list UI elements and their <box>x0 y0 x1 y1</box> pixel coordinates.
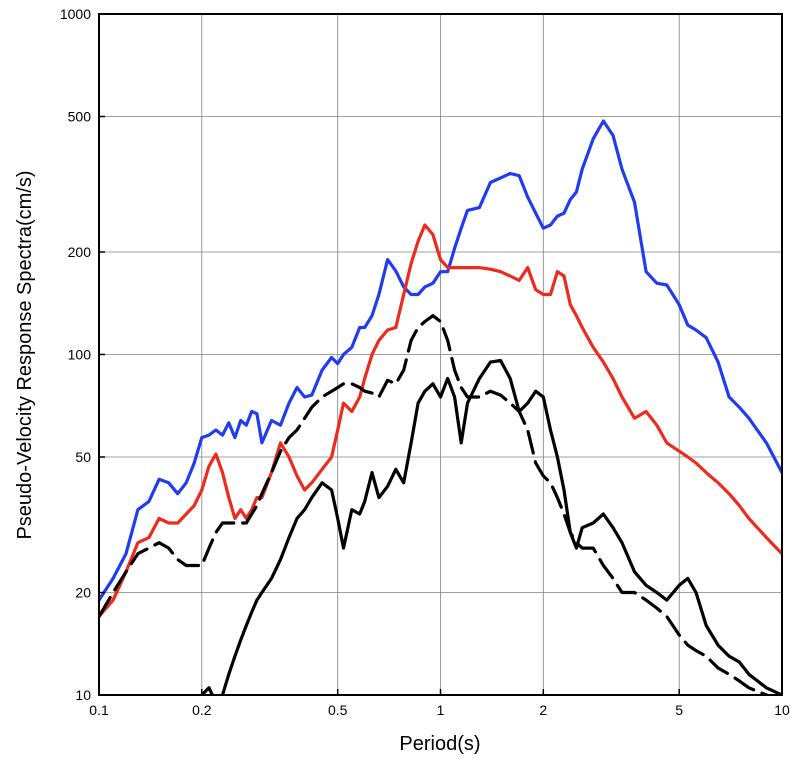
series-line-1 <box>99 119 782 602</box>
y-tick-label: 1000 <box>60 6 91 22</box>
x-axis-label: Period(s) <box>399 733 480 755</box>
y-tick-label: 500 <box>68 109 92 125</box>
y-tick-label: 20 <box>75 584 91 600</box>
x-tick-label: 10 <box>774 702 790 718</box>
y-tick-label: 50 <box>75 449 91 465</box>
y-tick-label: 10 <box>75 687 91 703</box>
series-lines <box>99 119 782 695</box>
x-tick-label: 5 <box>675 702 683 718</box>
series-line-4 <box>200 358 782 695</box>
grid-lines <box>99 14 782 695</box>
tick-labels: 0.1 0.2 0.5 1 2 5 10 10 20 50 100 200 500 1000 <box>60 6 790 718</box>
x-tick-label: 0.1 <box>89 702 109 718</box>
series-line-3 <box>99 314 771 695</box>
x-tick-label: 2 <box>539 702 547 718</box>
x-tick-label: 1 <box>437 702 445 718</box>
series-line-2 <box>99 223 782 619</box>
x-tick-label: 0.2 <box>192 702 212 718</box>
y-tick-label: 200 <box>68 244 92 260</box>
x-tick-label: 0.5 <box>328 702 348 718</box>
y-tick-label: 100 <box>68 347 92 363</box>
y-axis-label: Pseudo-Velocity Response Spectra(cm/s) <box>14 170 36 539</box>
